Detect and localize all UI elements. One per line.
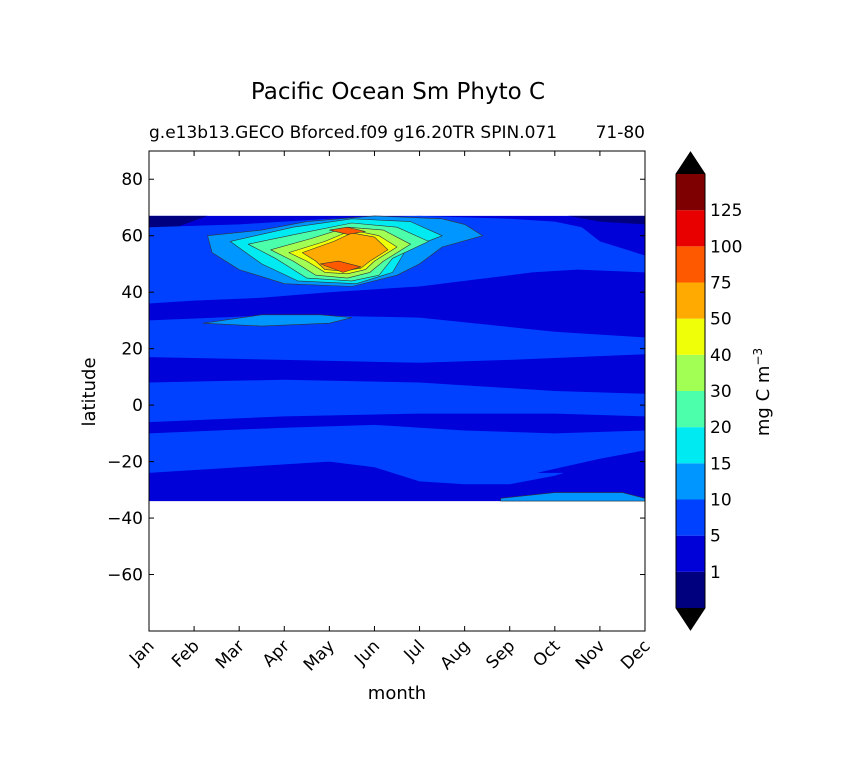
colorbar-extend-max [676,152,705,174]
y-tick-label-7: −60 [107,566,143,586]
y-tick-label-1: 60 [121,227,143,247]
contour-region-13 [202,314,353,327]
y-tick-label-4: 0 [132,396,143,416]
chart-subtitle-right: 71-80 [596,123,645,143]
x-tick-label-5: Jun [350,636,384,670]
chart-title: Pacific Ocean Sm Phyto C [251,79,545,105]
colorbar-tick-label-0: 1 [710,563,721,583]
contour-region-10 [329,226,366,235]
colorbar-tick-label-7: 50 [710,310,732,330]
x-tick-label-0: Jan [125,636,158,669]
x-tick-label-4: May [300,636,339,675]
colorbar-label: mg C m−3 [751,348,774,436]
plot-frame [148,150,646,632]
colorbar-tick-label-6: 40 [710,346,732,366]
contour-region-14 [149,379,645,423]
contour-region-12 [149,314,645,363]
colorbar-swatch-6 [676,354,705,391]
contour-region-11 [319,260,362,273]
colorbar-swatch-0 [676,571,705,608]
colorbar-label-exponent: −3 [751,348,765,366]
y-tick-label-5: −20 [107,453,143,473]
contour-region-17 [536,450,645,473]
colorbar-tick-label-10: 125 [710,201,742,221]
colorbar-tick-label-5: 30 [710,382,732,402]
colorbar-swatch-10 [676,210,705,247]
colorbar-tick-label-2: 10 [710,491,732,511]
y-axis-label: latitude [79,357,100,426]
x-tick-label-10: Nov [572,636,610,674]
chart-subtitle: g.e13b13.GECO Bforced.f09 g16.20TR SPIN.… [149,123,557,143]
x-tick-label-11: Dec [617,636,654,673]
x-tick-label-7: Aug [437,636,475,674]
contour-region-15 [149,424,645,485]
colorbar-tick-label-4: 20 [710,418,732,438]
y-tick-label-6: −40 [107,509,143,529]
colorbar-tick-label-3: 15 [710,454,732,474]
x-tick-label-2: Mar [212,636,249,673]
x-tick-label-1: Feb [168,636,203,671]
colorbar-swatch-4 [676,427,705,464]
colorbar-swatch-3 [676,463,705,500]
y-axis: 80 60 40 20 0 −20 −40 −60 [107,170,645,586]
colorbar-swatch-11 [676,174,705,211]
colorbar-outline [675,151,706,631]
y-tick-label-2: 40 [121,283,143,303]
colorbar-swatch-2 [676,499,705,536]
contour-region-9 [301,232,389,272]
colorbar-swatch-9 [676,246,705,283]
x-tick-label-9: Oct [529,636,564,671]
colorbar-label-unit: mg C m [753,366,774,437]
y-tick-label-0: 80 [121,170,143,190]
x-tick-label-3: Apr [259,636,294,671]
colorbar-swatch-8 [676,282,705,319]
y-tick-label-3: 20 [121,340,143,360]
colorbar-swatch-1 [676,535,705,572]
contour-regions [149,215,646,502]
x-tick-label-8: Sep [482,636,519,673]
colorbar-extend-min [676,608,705,630]
colorbar-tick-label-8: 75 [710,274,732,294]
colorbar-tick-label-9: 100 [710,237,742,257]
x-axis-label: month [368,683,426,704]
contour-region-1 [149,215,208,231]
colorbar-tick-label-1: 5 [710,527,721,547]
colorbar-swatch-7 [676,318,705,355]
colorbar-swatch-5 [676,391,705,428]
contour-region-2 [568,215,645,225]
x-tick-label-6: Jul [400,636,429,665]
